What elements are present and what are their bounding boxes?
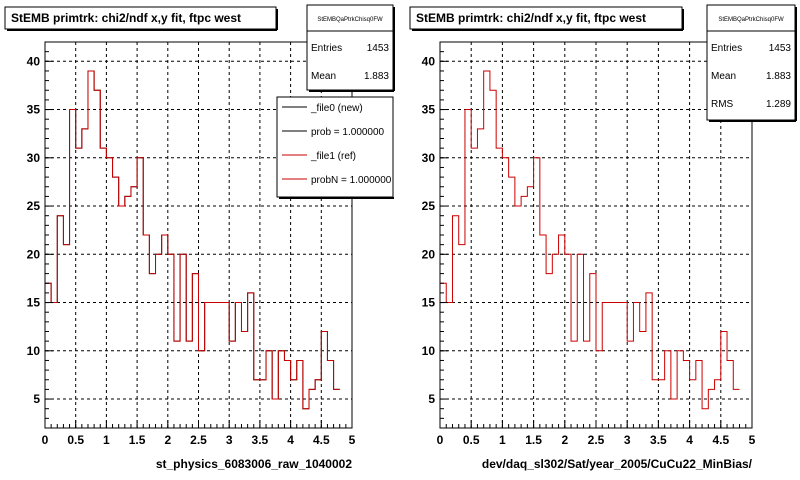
stats-name: StEMBQaPtrkChisq0FW: [317, 17, 383, 23]
chart-title: StEMB primtrk: chi2/ndf x,y fit, ftpc we…: [11, 11, 241, 25]
stats-label: Mean: [311, 71, 336, 82]
x-tick-label: 2: [561, 433, 568, 447]
stats-value: 1453: [769, 43, 792, 54]
x-axis-label: st_physics_6083006_raw_1040002: [156, 457, 352, 471]
stats-label: Mean: [711, 71, 736, 82]
x-tick-label: 0: [42, 433, 49, 447]
x-tick-label: 1.5: [129, 433, 146, 447]
x-tick-label: 0: [437, 433, 444, 447]
histogram-panel-1: 0 0.5 1 1.5 2 2.5 3 3.5 4 4.5 5 5 10 15 20 25 30 35 40 st_p…: [4, 4, 395, 471]
x-tick-label: 3.5: [650, 433, 667, 447]
stats-label: Entries: [711, 43, 742, 54]
y-tick-label: 25: [27, 199, 41, 213]
y-tick-label: 35: [422, 103, 436, 117]
x-tick-label: 4: [686, 433, 693, 447]
histogram-series-1: [440, 70, 740, 410]
stats-label: Entries: [311, 43, 342, 54]
x-tick-label: 5: [349, 433, 356, 447]
legend-label: _file0 (new): [310, 103, 363, 114]
x-tick-label: 0.5: [67, 433, 84, 447]
y-tick-label: 20: [27, 247, 41, 261]
y-tick-label: 40: [422, 54, 436, 68]
histogram-series-2: [45, 70, 340, 410]
histogram-panel-2: 0 0.5 1 1.5 2 2.5 3 3.5 4 4.5 5 5 10 15 20 25 30 35 40 dev/…: [409, 4, 797, 471]
x-tick-label: 1.5: [525, 433, 542, 447]
x-axis-label: dev/daq_sl302/Sat/year_2005/CuCu22_MinBi…: [482, 457, 753, 471]
chart-title: StEMB primtrk: chi2/ndf x,y fit, ftpc we…: [416, 11, 646, 25]
x-tick-label: 2.5: [190, 433, 207, 447]
stats-value: 1.883: [766, 71, 791, 82]
x-tick-label: 3: [624, 433, 631, 447]
y-tick-label: 5: [428, 392, 435, 406]
legend-label: _file1 (ref): [310, 151, 356, 162]
stats-value: 1.289: [766, 99, 791, 110]
legend-box: [276, 96, 394, 198]
x-tick-label: 2: [164, 433, 171, 447]
y-tick-label: 20: [422, 247, 436, 261]
x-tick-label: 4.5: [313, 433, 330, 447]
x-tick-label: 3: [226, 433, 233, 447]
x-tick-label: 1: [499, 433, 506, 447]
y-tick-label: 35: [27, 103, 41, 117]
x-tick-label: 0.5: [463, 433, 480, 447]
legend-label: probN = 1.000000: [311, 175, 392, 186]
x-tick-label: 2.5: [588, 433, 605, 447]
y-tick-label: 10: [422, 344, 436, 358]
x-tick-label: 5: [749, 433, 756, 447]
stats-value: 1.883: [364, 71, 389, 82]
stats-box: [706, 4, 796, 121]
y-tick-label: 30: [422, 151, 436, 165]
y-tick-label: 40: [27, 54, 41, 68]
y-tick-label: 25: [422, 199, 436, 213]
stats-name: StEMBQaPtrkChisq0FW: [718, 17, 784, 23]
legend-label: prob = 1.000000: [311, 127, 385, 138]
y-tick-label: 30: [27, 151, 41, 165]
y-tick-label: 15: [27, 296, 41, 310]
stats-value: 1453: [367, 43, 390, 54]
y-tick-label: 15: [422, 296, 436, 310]
x-tick-label: 4: [287, 433, 294, 447]
y-tick-label: 10: [27, 344, 41, 358]
x-tick-label: 4.5: [712, 433, 729, 447]
x-tick-label: 1: [103, 433, 110, 447]
stats-label: RMS: [711, 99, 734, 110]
y-tick-label: 5: [33, 392, 40, 406]
x-tick-label: 3.5: [252, 433, 269, 447]
